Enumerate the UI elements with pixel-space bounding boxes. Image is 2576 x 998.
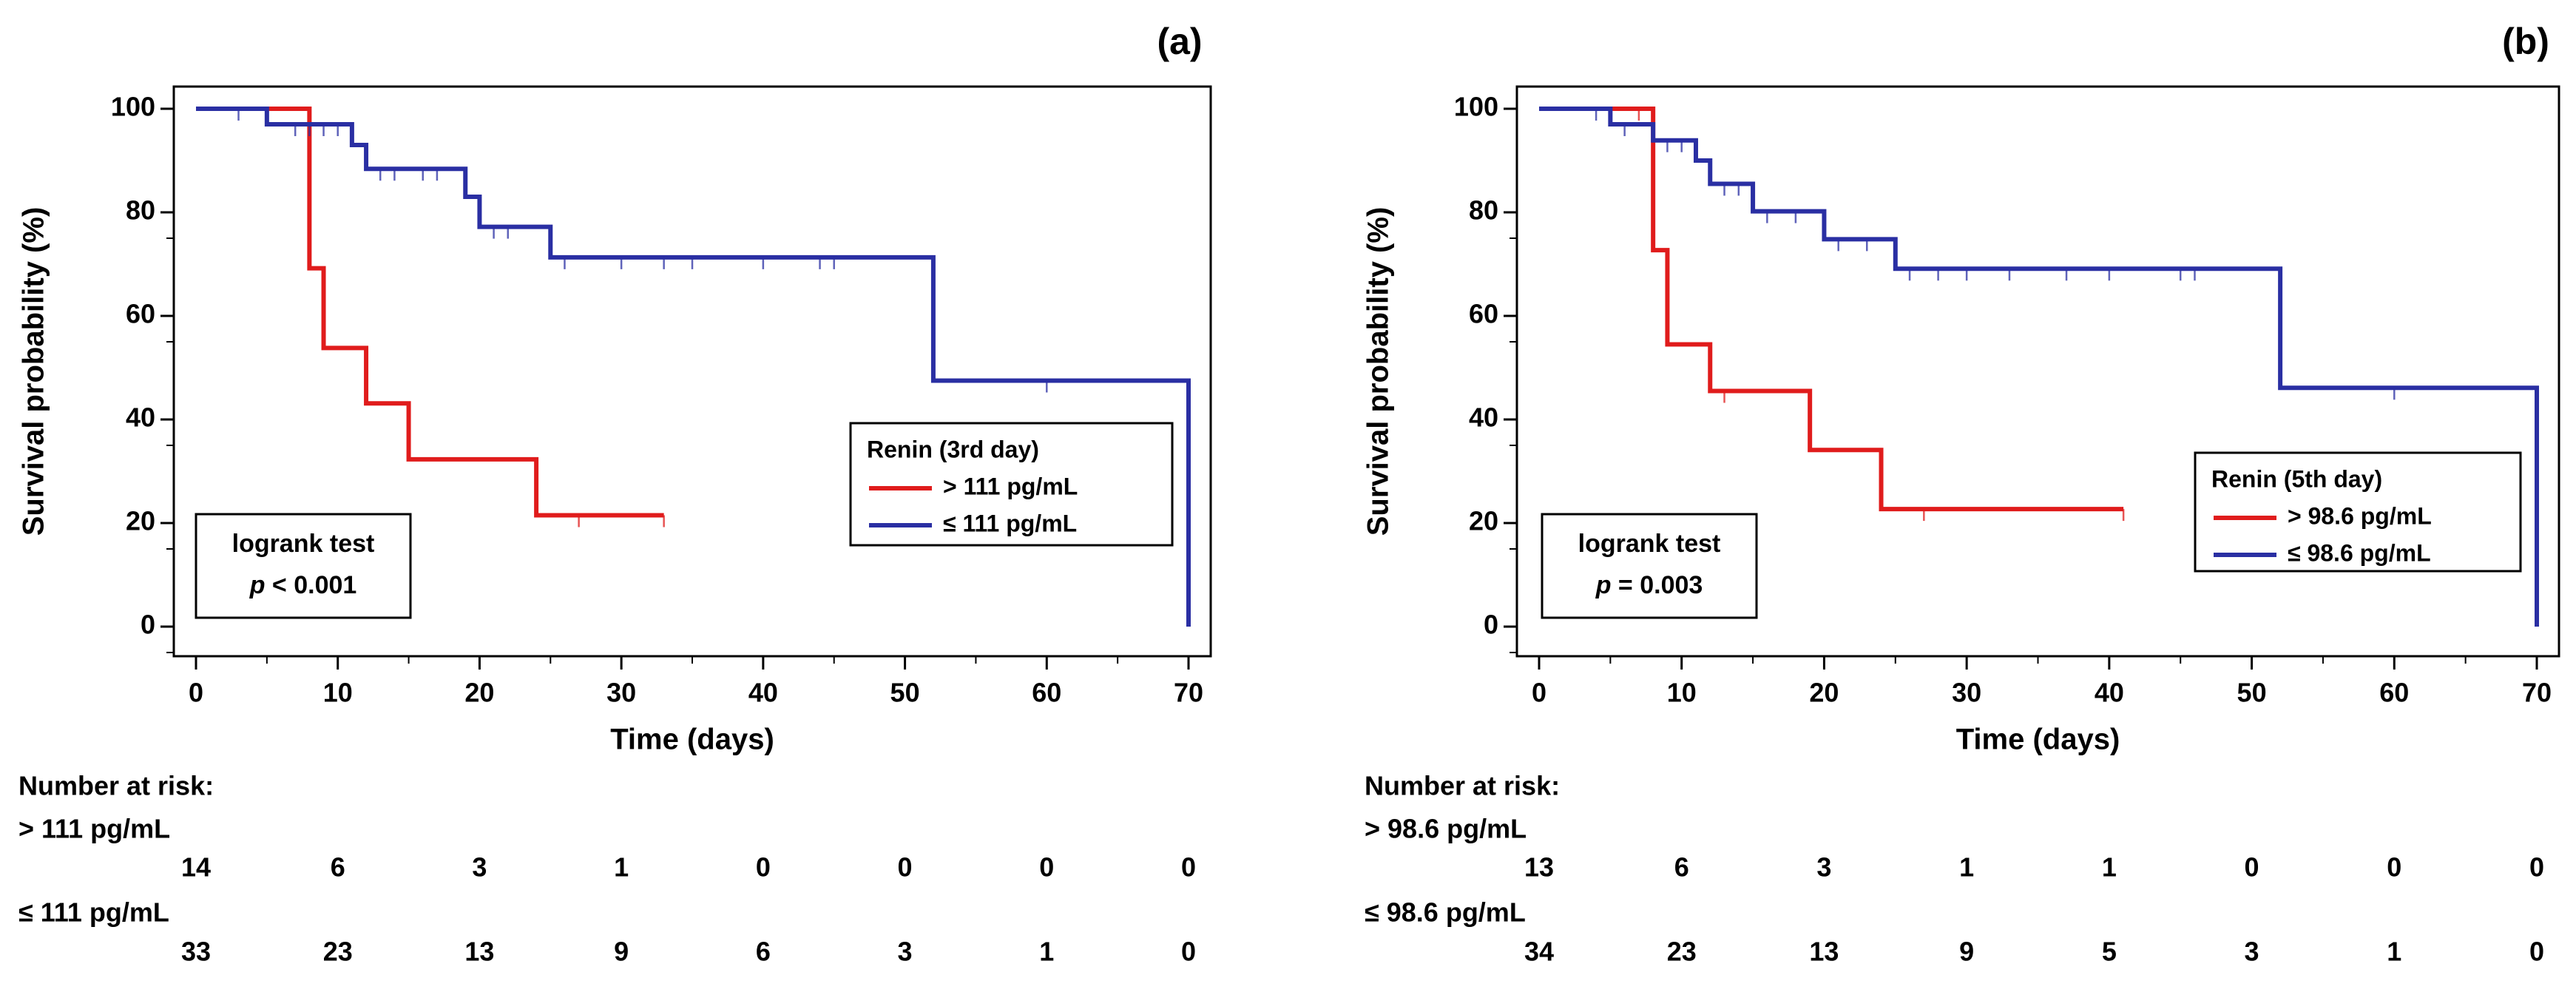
panel-label: (b) bbox=[2502, 21, 2549, 62]
legend-entry: > 98.6 pg/mL bbox=[2288, 502, 2432, 529]
legend-title: Renin (3rd day) bbox=[867, 436, 1039, 462]
logrank-box bbox=[1541, 513, 1758, 619]
risk-count: 0 bbox=[2387, 852, 2401, 883]
risk-count: 0 bbox=[1181, 852, 1196, 883]
y-tick-label: 20 bbox=[126, 506, 155, 536]
risk-count: 5 bbox=[2102, 937, 2117, 967]
y-tick-label: 40 bbox=[1469, 402, 1498, 433]
risk-count: 9 bbox=[1959, 937, 1974, 967]
panel-label: (a) bbox=[1157, 21, 1202, 62]
x-tick-label: 60 bbox=[1032, 678, 1061, 708]
risk-count: 0 bbox=[1039, 852, 1054, 883]
legend-entry: ≤ 111 pg/mL bbox=[943, 510, 1077, 536]
risk-count: 0 bbox=[1181, 937, 1196, 967]
p-text: = 0.003 bbox=[1611, 571, 1703, 599]
x-tick-label: 50 bbox=[890, 678, 920, 708]
risk-count: 6 bbox=[756, 937, 771, 967]
x-tick-label: 30 bbox=[1952, 678, 1981, 708]
risk-count: 0 bbox=[898, 852, 913, 883]
x-tick-label: 30 bbox=[606, 678, 636, 708]
x-tick-label: 10 bbox=[323, 678, 353, 708]
survival-curve-low bbox=[1539, 107, 2539, 627]
x-tick-label: 70 bbox=[2522, 678, 2552, 708]
y-tick-label: 100 bbox=[1454, 92, 1498, 122]
logrank-box bbox=[195, 513, 412, 619]
y-axis-label: Survival probability (%) bbox=[18, 207, 50, 536]
risk-count: 6 bbox=[331, 852, 345, 883]
risk-group-label: ≤ 111 pg/mL bbox=[18, 897, 169, 928]
risk-count: 0 bbox=[756, 852, 771, 883]
y-tick-label: 80 bbox=[126, 195, 155, 226]
risk-count: 33 bbox=[181, 937, 211, 967]
risk-count: 3 bbox=[898, 937, 913, 967]
p-text: < 0.001 bbox=[265, 571, 356, 599]
risk-group-label: > 98.6 pg/mL bbox=[1365, 814, 1527, 844]
risk-count: 9 bbox=[614, 937, 629, 967]
risk-count: 13 bbox=[1524, 852, 1554, 883]
survival-curve-high bbox=[1539, 107, 2124, 512]
x-tick-label: 20 bbox=[464, 678, 494, 708]
risk-count: 1 bbox=[1959, 852, 1974, 883]
p-symbol: p bbox=[249, 571, 266, 599]
y-tick-label: 80 bbox=[1469, 195, 1498, 226]
risk-count: 14 bbox=[181, 852, 211, 883]
risk-count: 3 bbox=[472, 852, 487, 883]
y-tick-label: 60 bbox=[1469, 299, 1498, 329]
logrank-p-value: p < 0.001 bbox=[249, 571, 357, 599]
risk-count: 3 bbox=[1816, 852, 1831, 883]
risk-count: 23 bbox=[323, 937, 353, 967]
risk-count: 0 bbox=[2529, 852, 2544, 883]
risk-group-label: > 111 pg/mL bbox=[18, 814, 170, 844]
x-tick-label: 20 bbox=[1809, 678, 1839, 708]
x-axis-label: Time (days) bbox=[610, 724, 774, 756]
x-tick-label: 0 bbox=[1532, 678, 1546, 708]
risk-count: 1 bbox=[2387, 937, 2401, 967]
y-tick-label: 0 bbox=[1484, 610, 1498, 640]
x-tick-label: 0 bbox=[189, 678, 203, 708]
y-tick-label: 0 bbox=[141, 610, 155, 640]
risk-count: 6 bbox=[1674, 852, 1689, 883]
x-tick-label: 60 bbox=[2379, 678, 2409, 708]
risk-count: 1 bbox=[614, 852, 629, 883]
survival-curve-high bbox=[196, 107, 664, 518]
legend-title: Renin (5th day) bbox=[2211, 465, 2382, 492]
legend-entry: > 111 pg/mL bbox=[943, 473, 1078, 499]
risk-count: 13 bbox=[1809, 937, 1839, 967]
x-tick-label: 70 bbox=[1174, 678, 1203, 708]
risk-count: 1 bbox=[1039, 937, 1054, 967]
risk-group-label: ≤ 98.6 pg/mL bbox=[1365, 897, 1526, 928]
y-axis-label: Survival probability (%) bbox=[1362, 207, 1395, 536]
legend-box bbox=[2194, 451, 2522, 573]
p-symbol: p bbox=[1595, 571, 1612, 599]
x-tick-label: 40 bbox=[748, 678, 778, 708]
risk-count: 3 bbox=[2245, 937, 2259, 967]
risk-count: 34 bbox=[1524, 937, 1554, 967]
risk-count: 0 bbox=[2245, 852, 2259, 883]
logrank-title: logrank test bbox=[1578, 530, 1721, 558]
y-tick-label: 100 bbox=[111, 92, 155, 122]
x-tick-label: 40 bbox=[2095, 678, 2124, 708]
logrank-p-value: p = 0.003 bbox=[1595, 571, 1703, 599]
x-tick-label: 50 bbox=[2237, 678, 2267, 708]
risk-count: 0 bbox=[2529, 937, 2544, 967]
risk-count: 13 bbox=[464, 937, 494, 967]
y-tick-label: 20 bbox=[1469, 506, 1498, 536]
y-tick-label: 40 bbox=[126, 402, 155, 433]
logrank-title: logrank test bbox=[232, 530, 375, 558]
legend-entry: ≤ 98.6 pg/mL bbox=[2288, 539, 2431, 566]
y-tick-label: 60 bbox=[126, 299, 155, 329]
x-tick-label: 10 bbox=[1667, 678, 1697, 708]
risk-count: 23 bbox=[1667, 937, 1697, 967]
risk-count: 1 bbox=[2102, 852, 2117, 883]
risk-table-header: Number at risk: bbox=[18, 771, 214, 801]
x-axis-label: Time (days) bbox=[1956, 724, 2120, 756]
risk-table-header: Number at risk: bbox=[1365, 771, 1560, 801]
